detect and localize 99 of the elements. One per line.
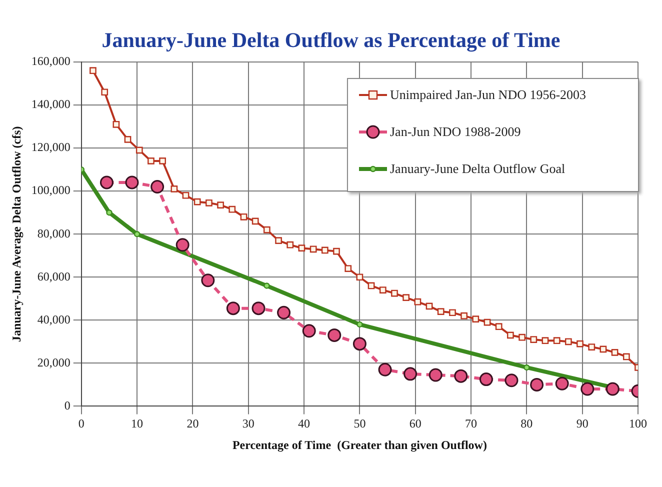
point — [206, 199, 212, 206]
y-tick-label: 0 — [64, 398, 70, 412]
point — [240, 213, 248, 220]
x-tick-label: 70 — [465, 416, 478, 431]
x-tick-label: 90 — [576, 416, 588, 431]
point — [472, 316, 480, 323]
point — [298, 244, 306, 252]
x-tick-label: 30 — [242, 416, 254, 431]
y-tick-label: 160,000 — [31, 54, 70, 68]
point — [504, 374, 518, 388]
point — [518, 334, 526, 341]
x-tick-label: 50 — [354, 416, 366, 431]
point — [112, 120, 120, 128]
point — [391, 290, 398, 297]
point — [106, 209, 112, 216]
y-tick-label: 120,000 — [31, 140, 70, 154]
x-tick-label: 10 — [131, 416, 144, 431]
point — [321, 246, 328, 254]
y-tick-label: 20,000 — [37, 355, 70, 370]
point — [124, 136, 132, 143]
point — [286, 241, 294, 248]
point — [460, 312, 468, 320]
point — [507, 332, 514, 339]
x-axis-title: Percentage of Time (Greater than given Outflow) — [232, 438, 487, 452]
y-tick-label: 40,000 — [37, 312, 70, 326]
point — [252, 302, 266, 316]
point — [378, 362, 392, 376]
x-tick-label: 60 — [409, 416, 422, 431]
point — [588, 344, 596, 350]
point — [217, 202, 224, 208]
point — [564, 338, 572, 346]
y-tick-label: 60,000 — [37, 269, 70, 284]
point — [622, 353, 630, 360]
point — [344, 265, 352, 272]
point — [263, 226, 270, 234]
x-tick-label: 20 — [186, 416, 199, 431]
point — [530, 378, 544, 392]
point — [404, 367, 418, 381]
point — [356, 274, 364, 281]
point — [228, 206, 236, 213]
point — [310, 246, 317, 253]
point — [580, 382, 594, 396]
x-tick-label: 80 — [520, 416, 533, 431]
point — [368, 282, 375, 290]
point — [352, 337, 366, 351]
point — [555, 376, 569, 390]
point — [150, 180, 164, 194]
point — [134, 231, 140, 238]
point — [530, 336, 538, 343]
point — [553, 337, 560, 344]
point — [176, 238, 190, 252]
point — [136, 146, 143, 154]
point — [576, 340, 584, 348]
point — [606, 382, 620, 396]
point — [333, 248, 340, 255]
point — [356, 321, 363, 328]
point — [402, 294, 410, 301]
legend-label: January-June Delta Outflow Goal — [390, 161, 566, 177]
point — [600, 346, 607, 353]
point — [101, 88, 108, 96]
point — [479, 372, 493, 386]
x-tick-label: 100 — [629, 416, 647, 431]
point — [495, 323, 502, 330]
point — [328, 328, 342, 342]
point — [428, 368, 442, 382]
point — [524, 364, 530, 371]
point — [277, 306, 291, 320]
legend-label: Unimpaired Jan-Jun NDO 1956-2003 — [390, 87, 586, 103]
point — [125, 176, 139, 190]
point — [100, 176, 114, 190]
point — [252, 218, 259, 225]
legend-label: Jan-Jun NDO 1988-2009 — [390, 124, 521, 140]
point — [194, 198, 201, 206]
chart-title: January-June Delta Outflow as Percentage of Time — [100, 28, 562, 53]
point — [484, 318, 491, 326]
point — [611, 348, 618, 356]
point — [275, 237, 282, 244]
point — [170, 185, 178, 192]
point — [182, 192, 190, 199]
point — [379, 286, 386, 294]
point — [226, 302, 240, 316]
y-axis-title: January-June Average Delta Outflow (cfs) — [9, 126, 24, 342]
point — [201, 274, 215, 288]
point — [302, 324, 316, 338]
y-tick-label: 140,000 — [31, 97, 70, 112]
point — [449, 309, 456, 316]
point — [264, 282, 270, 289]
point — [437, 308, 444, 315]
x-tick-label: 40 — [298, 416, 310, 431]
point — [414, 298, 422, 306]
point — [426, 302, 433, 310]
y-tick-label: 100,000 — [31, 183, 70, 198]
point — [90, 67, 96, 74]
point — [542, 337, 549, 344]
x-tick-label: 0 — [78, 416, 84, 431]
y-tick-label: 80,000 — [37, 226, 70, 240]
point — [454, 369, 468, 383]
point — [159, 158, 166, 164]
point — [148, 158, 154, 164]
